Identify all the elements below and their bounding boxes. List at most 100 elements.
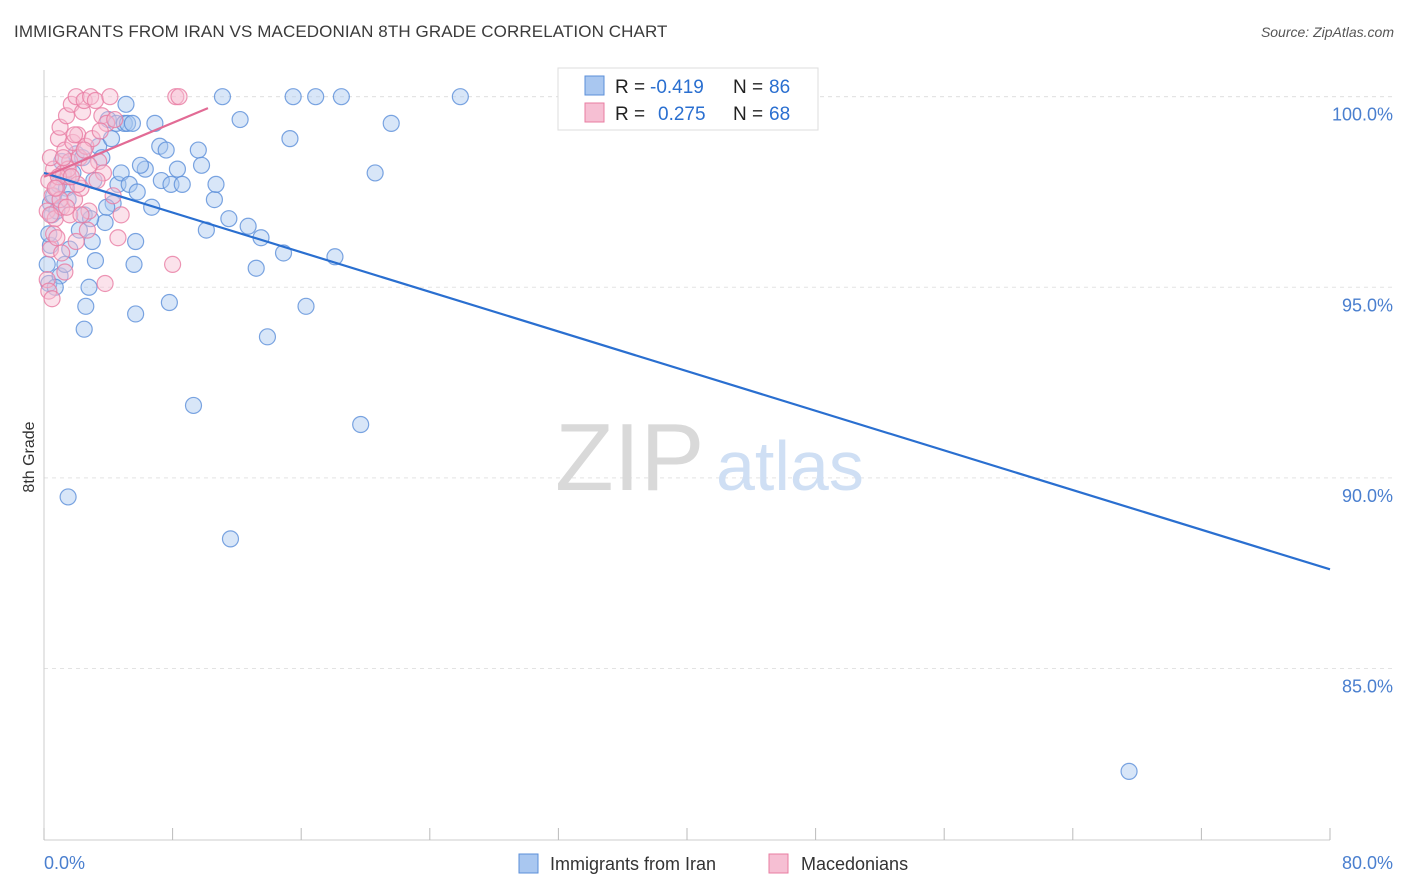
point-iran-53 xyxy=(173,175,191,193)
point-iran-66 xyxy=(247,259,265,277)
point-iran-76 xyxy=(366,164,384,182)
point-iran-77 xyxy=(382,114,400,132)
series-legend: Immigrants from Iran Macedonians xyxy=(518,853,908,874)
y-tick-label: 100.0% xyxy=(1332,105,1393,125)
stats-n-label-pink: N = xyxy=(733,104,763,125)
point-macedonian-46 xyxy=(56,263,74,281)
point-iran-85 xyxy=(131,156,150,174)
point-macedonian-63 xyxy=(67,232,85,251)
point-iran-54 xyxy=(184,396,203,415)
y-axis-label: 8th Grade xyxy=(21,421,38,492)
x-tick-label: 80.0% xyxy=(1342,853,1393,873)
watermark: ZIP atlas xyxy=(555,404,864,511)
point-iran-37 xyxy=(118,114,137,132)
legend-label-iran: Immigrants from Iran xyxy=(550,854,716,874)
watermark-atlas: atlas xyxy=(716,427,864,505)
watermark-zip: ZIP xyxy=(555,404,704,511)
point-iran-79 xyxy=(59,488,77,506)
point-macedonian-66 xyxy=(91,122,109,140)
stats-r-label-blue: R = xyxy=(615,77,645,98)
stats-r-label-pink: R = xyxy=(615,104,645,125)
point-macedonian-45 xyxy=(96,274,114,293)
point-iran-69 xyxy=(281,130,299,148)
stats-n-value-pink: 68 xyxy=(769,104,790,125)
point-iran-75 xyxy=(352,415,370,434)
stats-swatch-pink xyxy=(584,102,605,123)
source-label: Source: ZipAtlas.com xyxy=(1260,24,1394,40)
point-iran-71 xyxy=(297,297,315,315)
point-iran-49 xyxy=(157,141,175,159)
stats-n-value-blue: 86 xyxy=(769,77,790,98)
point-iran-52 xyxy=(168,160,187,178)
point-macedonian-53 xyxy=(65,126,84,144)
point-macedonian-30 xyxy=(80,202,98,220)
point-iran-67 xyxy=(258,328,277,346)
point-macedonian-61 xyxy=(41,206,60,224)
stats-n-label-blue: N = xyxy=(733,77,763,98)
point-macedonian-33 xyxy=(86,91,105,110)
point-macedonian-38 xyxy=(101,88,119,106)
point-iran-59 xyxy=(207,175,225,193)
point-iran-21 xyxy=(75,320,93,338)
point-macedonian-29 xyxy=(78,221,97,239)
point-iran-41 xyxy=(127,232,145,251)
point-iran-58 xyxy=(205,191,223,209)
point-macedonian-48 xyxy=(43,290,61,308)
point-macedonian-43 xyxy=(164,255,182,274)
point-iran-55 xyxy=(189,141,207,159)
y-tick-label: 90.0% xyxy=(1342,486,1393,506)
point-iran-78 xyxy=(451,88,469,106)
point-iran-22 xyxy=(80,278,98,296)
chart-title: IMMIGRANTS FROM IRAN VS MACEDONIAN 8TH G… xyxy=(14,22,668,41)
point-macedonian-62 xyxy=(57,198,76,216)
point-iran-72 xyxy=(307,88,325,106)
trend-line-iran xyxy=(43,171,1331,571)
point-macedonian-52 xyxy=(75,141,93,159)
point-iran-40 xyxy=(125,255,143,274)
point-macedonian-58 xyxy=(72,206,90,224)
y-tick-label: 85.0% xyxy=(1342,676,1393,696)
x-tick-label: 0.0% xyxy=(44,853,85,873)
point-iran-36 xyxy=(117,95,135,113)
point-iran-74 xyxy=(332,88,350,106)
point-macedonian-41 xyxy=(112,206,130,224)
point-iran-62 xyxy=(221,530,240,548)
point-macedonian-47 xyxy=(48,229,66,247)
legend-swatch-macedonians xyxy=(768,853,789,874)
point-iran-60 xyxy=(213,88,232,106)
point-iran-48 xyxy=(152,171,170,190)
stats-r-value-blue: -0.419 xyxy=(650,77,704,98)
stats-swatch-blue xyxy=(584,75,605,96)
trend-lines xyxy=(43,107,1331,571)
trend-line-macedonians xyxy=(43,107,209,178)
stats-r-value-pink: 0.275 xyxy=(658,104,706,125)
point-iran-39 xyxy=(123,114,142,132)
point-macedonian-22 xyxy=(67,88,85,106)
point-iran-20 xyxy=(77,297,95,315)
point-iran-1 xyxy=(38,255,56,274)
point-iran-56 xyxy=(192,156,211,174)
point-macedonian-44 xyxy=(170,88,188,106)
point-iran-70 xyxy=(284,88,302,106)
legend-label-macedonians: Macedonians xyxy=(801,854,908,874)
y-tick-label: 95.0% xyxy=(1342,295,1393,315)
point-iran-42 xyxy=(128,183,146,201)
point-macedonian-56 xyxy=(46,179,64,197)
point-iran-64 xyxy=(239,217,257,235)
point-iran-43 xyxy=(127,305,145,323)
point-iran-25 xyxy=(86,251,105,270)
point-iran-61 xyxy=(220,210,238,228)
point-iran-50 xyxy=(160,293,178,312)
point-macedonian-64 xyxy=(53,244,71,262)
point-macedonian-54 xyxy=(54,149,72,167)
point-macedonian-7 xyxy=(41,149,60,167)
point-macedonian-59 xyxy=(88,171,106,190)
point-iran-63 xyxy=(231,110,249,129)
gridlines xyxy=(44,96,1394,669)
legend-swatch-iran xyxy=(518,853,539,874)
point-iran-28 xyxy=(96,213,114,232)
point-macedonian-40 xyxy=(109,229,127,247)
point-macedonian-60 xyxy=(106,110,124,129)
point-iran-80 xyxy=(1120,762,1138,780)
